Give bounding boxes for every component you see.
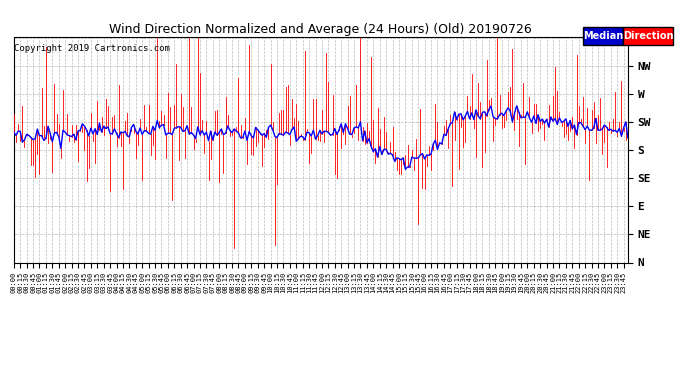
Text: Copyright 2019 Cartronics.com: Copyright 2019 Cartronics.com <box>14 44 170 52</box>
Title: Wind Direction Normalized and Average (24 Hours) (Old) 20190726: Wind Direction Normalized and Average (2… <box>110 23 532 36</box>
Text: Median: Median <box>583 31 623 40</box>
Text: Direction: Direction <box>623 31 673 40</box>
